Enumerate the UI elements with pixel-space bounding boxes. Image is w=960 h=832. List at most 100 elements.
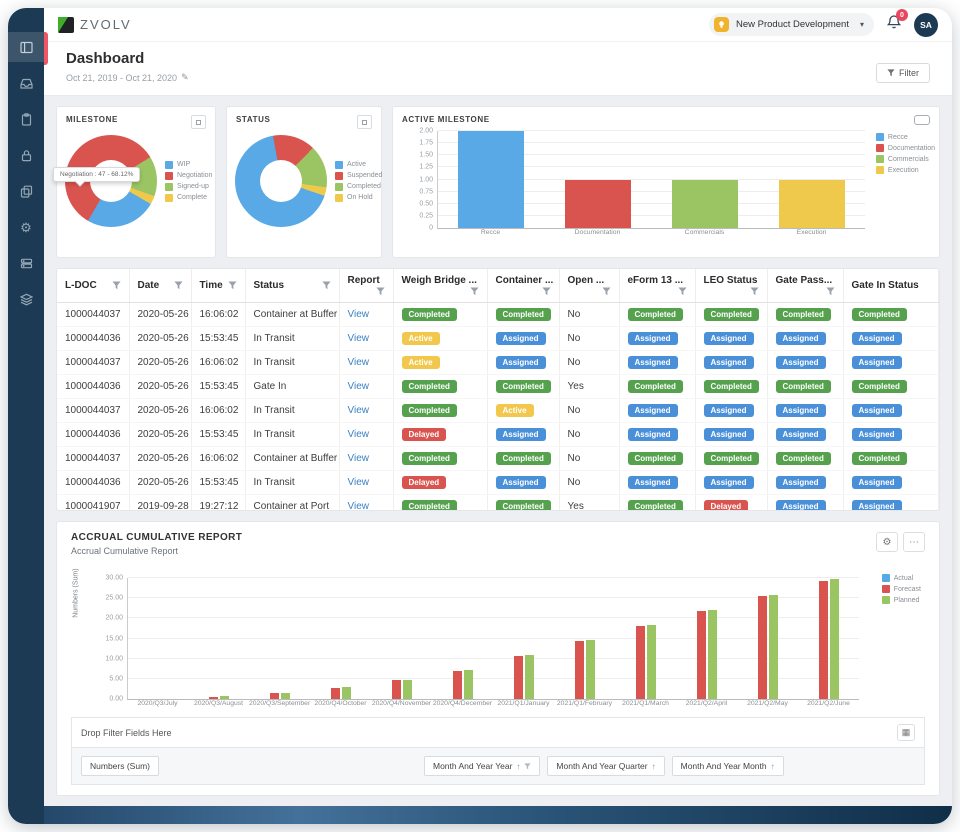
cell-value: No [559,470,620,495]
x-tick-label: 2020/Q4/December [432,700,493,707]
bar-planned[interactable] [829,578,839,699]
column-header[interactable]: Date [129,269,192,303]
sidebar-item-servers[interactable] [8,248,44,278]
legend-item[interactable]: Commercials [875,155,935,163]
bar-planned[interactable] [646,625,656,699]
accrual-title: ACCRUAL CUMULATIVE REPORT [71,532,243,543]
view-report-link[interactable]: View [347,381,370,392]
y-tick-label: 10.00 [105,655,123,663]
workspace-selector[interactable]: New Product Development ▾ [708,13,874,36]
cell-value: 2020-05-26 [129,470,192,495]
bar-forecast[interactable] [453,671,463,699]
sidebar-item-settings[interactable]: ⚙ [8,212,44,242]
pivot-field-pill[interactable]: Month And Year Year ↑ [424,756,541,776]
column-label: Open ... [567,275,605,286]
view-report-link[interactable]: View [347,309,370,320]
column-header[interactable]: LEO Status [695,269,768,303]
legend-item[interactable]: Execution [875,166,935,174]
filter-button[interactable]: Filter [876,63,930,83]
bar-commercials[interactable] [671,179,738,228]
bar-forecast[interactable] [331,687,341,699]
sidebar-item-clipboard[interactable] [8,104,44,134]
bar-planned[interactable] [403,679,413,699]
edit-date-icon[interactable]: ✎ [181,72,189,82]
expand-button[interactable] [191,115,206,129]
bar-recce[interactable] [458,131,525,228]
bar-planned[interactable] [768,594,778,699]
bar-planned[interactable] [281,693,291,699]
bar-planned[interactable] [220,696,230,699]
pivot-field-pill[interactable]: Numbers (Sum) [81,756,159,776]
bar-execution[interactable] [778,179,845,228]
column-header[interactable]: Gate In Status [843,269,939,303]
legend-item[interactable]: Actual [881,574,921,582]
legend-item[interactable]: Active [335,160,382,169]
bar-forecast[interactable] [696,611,706,699]
bar-forecast[interactable] [209,696,219,699]
bar-forecast[interactable] [757,596,767,699]
column-header[interactable]: Time [191,269,246,303]
column-header[interactable]: Open ... [559,269,620,303]
gridline [438,130,865,131]
notifications-button[interactable]: 0 [886,9,908,35]
view-report-link[interactable]: View [347,405,370,416]
grid-view-button[interactable]: ▦ [897,724,915,741]
legend-item[interactable]: Signed-up [165,182,212,191]
sidebar-item-layers[interactable] [8,284,44,314]
bar-forecast[interactable] [392,680,402,699]
bar-forecast[interactable] [270,693,280,699]
filter-drop-zone[interactable]: Drop Filter Fields Here ▦ [72,718,924,748]
date-range: Oct 21, 2019 - Oct 21, 2020 [66,72,178,83]
legend-item[interactable]: On Hold [335,193,382,202]
pivot-field-pill[interactable]: Month And Year Month ↑ [671,756,784,776]
pivot-field-pill[interactable]: Month And Year Quarter ↑ [547,756,665,776]
view-report-link[interactable]: View [347,453,370,464]
view-report-link[interactable]: View [347,429,370,440]
legend-item[interactable]: Documentation [875,144,935,152]
bar-planned[interactable] [464,670,474,699]
cell-value: 16:06:02 [191,446,246,471]
bar-forecast[interactable] [513,656,523,699]
expand-button[interactable] [357,115,372,129]
legend-item[interactable]: Complete [165,193,212,202]
accrual-chart[interactable]: Numbers (Sum) Actual Forecast Planned 30.0… [73,568,922,703]
legend-item[interactable]: WIP [165,160,212,169]
status-donut-chart[interactable] [235,135,327,227]
legend-item[interactable]: Negotiation [165,171,212,180]
sidebar-item-inbox[interactable] [8,68,44,98]
column-header[interactable]: Report [339,269,394,303]
pill-label: Numbers (Sum) [90,761,150,771]
column-header[interactable]: L-DOC [57,269,130,303]
bar-planned[interactable] [342,687,352,699]
app-logo[interactable]: ZVOLV [58,16,132,33]
bar-planned[interactable] [707,609,717,699]
legend-item[interactable]: Completed [335,182,382,191]
bar-forecast[interactable] [574,640,584,699]
sidebar-item-dashboard[interactable] [8,32,44,62]
bar-planned[interactable] [585,640,595,699]
legend-item[interactable]: Recce [875,133,935,141]
avatar[interactable]: SA [914,12,938,37]
bar-forecast[interactable] [818,580,828,699]
column-header[interactable]: Container ... [487,269,560,303]
column-header[interactable]: eForm 13 ... [619,269,696,303]
more-options-button[interactable]: ⋯ [903,532,925,552]
bar-documentation[interactable] [565,179,632,228]
column-header[interactable]: Weigh Bridge ... [393,269,488,303]
view-report-link[interactable]: View [347,477,370,488]
column-header[interactable]: Gate Pass... [767,269,844,303]
maximize-icon[interactable] [914,115,930,125]
view-report-link[interactable]: View [347,501,370,511]
chart-settings-button[interactable]: ⚙ [876,532,898,552]
sidebar-item-copy[interactable] [8,176,44,206]
legend-item[interactable]: Forecast [881,585,921,593]
active-milestone-chart[interactable]: Recce Documentation Commercials Execution 2… [419,128,935,232]
bar-planned[interactable] [524,655,534,699]
view-report-link[interactable]: View [347,357,370,368]
view-report-link[interactable]: View [347,333,370,344]
column-header[interactable]: Status [245,269,340,303]
legend-item[interactable]: Suspended [335,171,382,180]
bar-forecast[interactable] [635,626,645,699]
sidebar-item-lock[interactable] [8,140,44,170]
legend-item[interactable]: Planned [881,596,921,604]
